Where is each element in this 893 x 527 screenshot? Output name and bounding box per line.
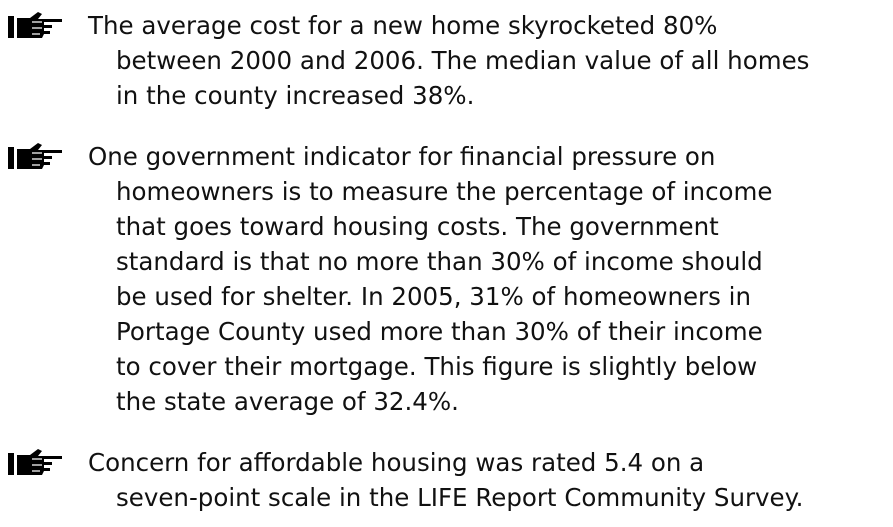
- text-line: Portage County used more than 30% of the…: [116, 317, 763, 346]
- pointing-hand-icon: [8, 143, 62, 169]
- text-line: the state average of 32.4%.: [116, 387, 459, 416]
- text-line: The average cost for a new home skyrocke…: [88, 11, 718, 40]
- text-line: standard is that no more than 30% of inc…: [116, 247, 763, 276]
- text-line: One government indicator for financial p…: [88, 142, 716, 171]
- pointing-hand-icon: [8, 12, 62, 38]
- text-line: Concern for affordable housing was rated…: [88, 448, 705, 477]
- text-line: to cover their mortgage. This figure is …: [116, 352, 758, 381]
- pointing-hand-icon: [8, 449, 62, 475]
- text-line: that goes toward housing costs. The gove…: [116, 212, 719, 241]
- text-line: homeowners is to measure the percentage …: [116, 177, 773, 206]
- text-line: between 2000 and 2006. The median value …: [116, 46, 810, 75]
- text-line: seven-point scale in the LIFE Report Com…: [116, 483, 804, 512]
- text-line: in the county increased 38%.: [116, 81, 475, 110]
- text-line: be used for shelter. In 2005, 31% of hom…: [116, 282, 752, 311]
